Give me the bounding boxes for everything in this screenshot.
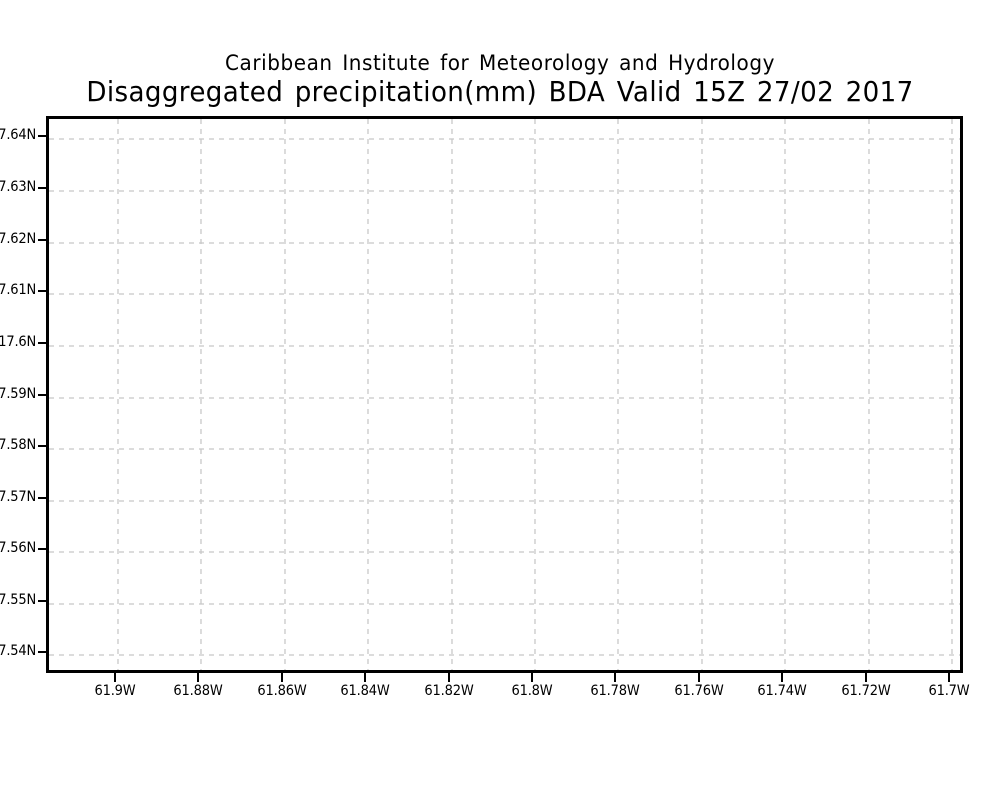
y-tick-mark — [38, 394, 47, 396]
y-axis-tick-label: 7.54N — [0, 643, 36, 659]
x-tick-mark — [197, 673, 199, 682]
y-axis-tick-label: 7.56N — [0, 540, 36, 556]
x-tick-mark — [448, 673, 450, 682]
x-tick-mark — [865, 673, 867, 682]
x-axis-tick-label: 61.78W — [590, 683, 640, 699]
x-axis-tick-label: 61.9W — [94, 683, 136, 699]
y-tick-mark — [38, 497, 47, 499]
x-axis-tick-label: 61.7W — [928, 683, 970, 699]
y-tick-mark — [38, 445, 47, 447]
x-axis-tick-label: 61.8W — [511, 683, 553, 699]
x-tick-mark — [281, 673, 283, 682]
x-axis-tick-label: 61.76W — [674, 683, 724, 699]
y-tick-mark — [38, 651, 47, 653]
gridlines-layer — [49, 119, 960, 670]
x-axis-tick-label: 61.82W — [424, 683, 474, 699]
y-axis-tick-label: 7.55N — [0, 592, 36, 608]
y-tick-mark — [38, 239, 47, 241]
x-axis-tick-label: 61.88W — [173, 683, 223, 699]
x-tick-mark — [364, 673, 366, 682]
x-axis-tick-label: 61.74W — [757, 683, 807, 699]
x-axis-tick-label: 61.72W — [841, 683, 891, 699]
y-axis-tick-label: 7.58N — [0, 437, 36, 453]
x-axis-tick-label: 61.86W — [257, 683, 307, 699]
y-tick-mark — [38, 342, 47, 344]
x-axis-tick-label: 61.84W — [340, 683, 390, 699]
chart-title-block: Caribbean Institute for Meteorology and … — [0, 52, 1000, 108]
x-tick-mark — [614, 673, 616, 682]
institution-title: Caribbean Institute for Meteorology and … — [225, 51, 775, 76]
x-tick-mark — [114, 673, 116, 682]
y-axis-tick-label: 7.57N — [0, 489, 36, 505]
y-axis-tick-label: 7.61N — [0, 282, 36, 298]
y-tick-mark — [38, 600, 47, 602]
map-plot-area — [46, 116, 963, 673]
x-tick-mark — [781, 673, 783, 682]
y-axis-tick-label: 7.63N — [0, 179, 36, 195]
y-tick-mark — [38, 290, 47, 292]
page-title: Disaggregated precipitation(mm) BDA Vali… — [86, 76, 914, 108]
y-axis-tick-label: 7.62N — [0, 231, 36, 247]
x-tick-mark — [698, 673, 700, 682]
y-tick-mark — [38, 135, 47, 137]
x-tick-mark — [531, 673, 533, 682]
y-tick-mark — [38, 187, 47, 189]
y-axis-tick-label: 7.64N — [0, 127, 36, 143]
y-tick-mark — [38, 548, 47, 550]
y-axis-tick-label: 7.59N — [0, 386, 36, 402]
y-axis-tick-label: 17.6N — [0, 334, 36, 350]
x-tick-mark — [948, 673, 950, 682]
